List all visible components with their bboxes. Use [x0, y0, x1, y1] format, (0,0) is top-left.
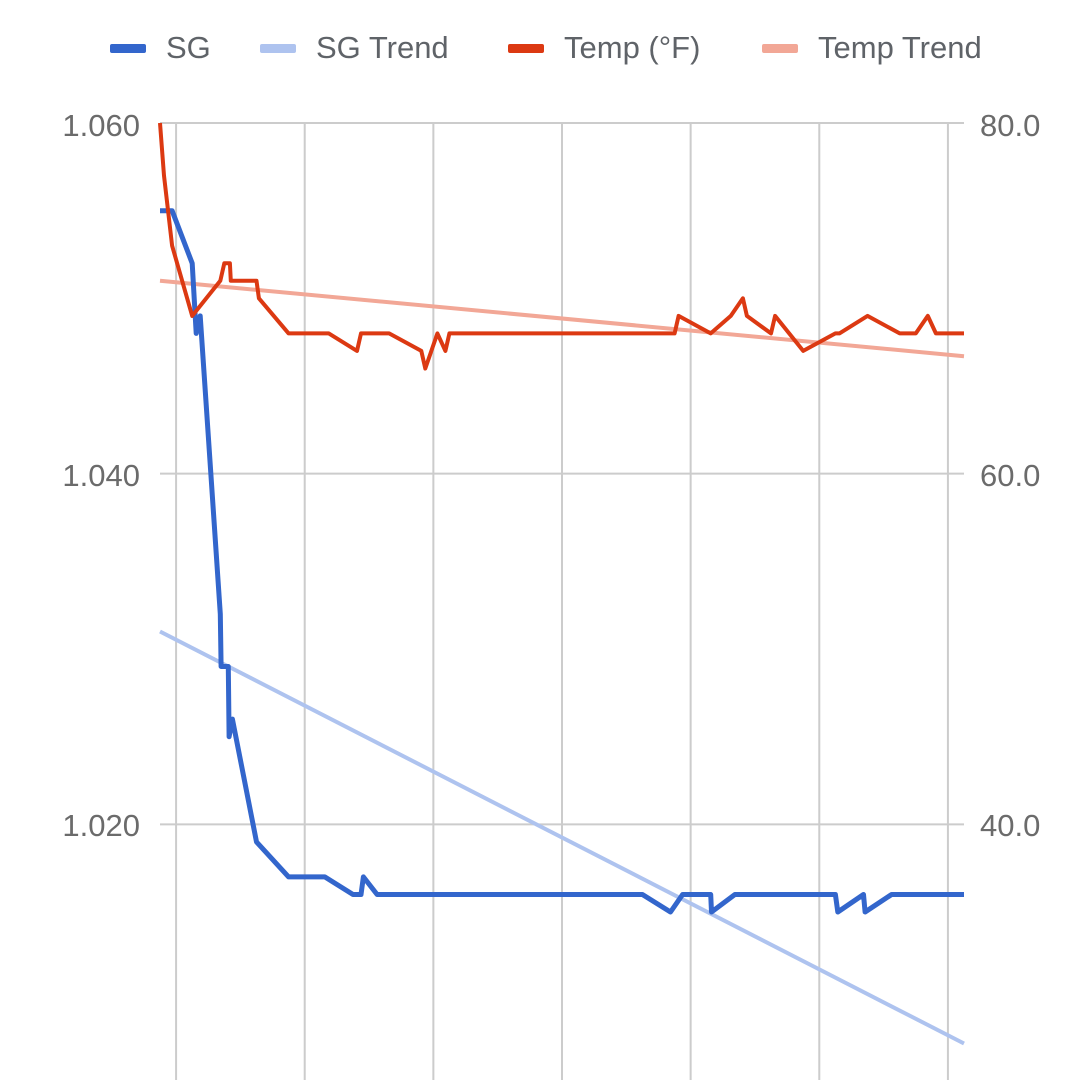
legend-label-sg-trend: SG Trend [316, 30, 449, 65]
legend-item-sg-trend[interactable]: SG Trend [260, 28, 449, 68]
left-tick-label-2: 1.020 [62, 808, 140, 843]
legend-swatch-sg-trend [260, 43, 296, 53]
chart-legend: SG SG Trend Temp (°F) Temp Trend [0, 0, 1080, 96]
right-tick-label-1: 60.0 [980, 458, 1040, 493]
left-tick-label-0: 1.060 [62, 108, 140, 143]
legend-item-temp-trend[interactable]: Temp Trend [762, 28, 982, 68]
series-line-temp-trend[interactable] [159, 278, 965, 359]
legend-label-sg: SG [166, 30, 211, 65]
tick-layer: 1.060 1.040 1.020 80.0 60.0 40.0 [62, 108, 1040, 843]
legend-item-sg[interactable]: SG [110, 28, 211, 68]
legend-item-temp[interactable]: Temp (°F) [508, 28, 700, 68]
legend-label-temp-trend: Temp Trend [818, 30, 982, 65]
right-tick-label-2: 40.0 [980, 808, 1040, 843]
series-line-temp-f[interactable] [158, 122, 964, 371]
series-line-sg[interactable] [160, 208, 964, 915]
legend-swatch-temp [508, 43, 544, 53]
grid-layer [160, 122, 964, 1080]
legend-label-temp: Temp (°F) [564, 30, 701, 65]
legend-swatch-sg [110, 43, 146, 53]
right-tick-label-0: 80.0 [980, 108, 1040, 143]
series-line-sg-trend[interactable] [159, 629, 965, 1046]
series-layer [158, 122, 965, 1046]
left-tick-label-1: 1.040 [62, 458, 140, 493]
legend-swatch-temp-trend [762, 43, 798, 53]
